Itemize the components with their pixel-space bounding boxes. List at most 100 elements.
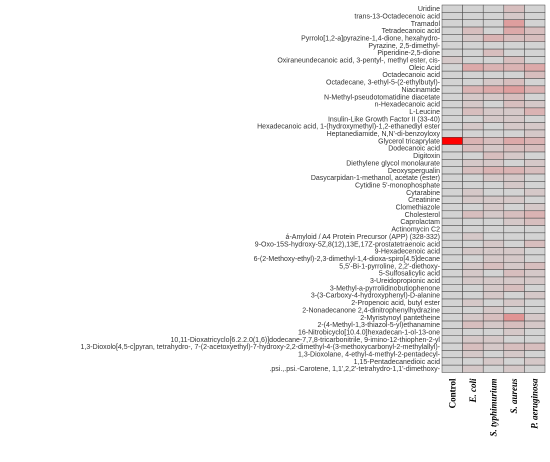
heatmap-cell xyxy=(482,313,505,322)
heatmap-cell xyxy=(441,19,463,28)
heatmap-cell xyxy=(441,48,463,57)
heatmap-cell xyxy=(441,306,463,314)
heatmap-cell xyxy=(441,203,463,212)
heatmap-cell xyxy=(462,144,484,153)
heatmap-cell xyxy=(482,195,505,204)
heatmap-cell xyxy=(524,100,546,109)
heatmap-cell xyxy=(441,26,463,35)
row-label: Deoxyspergualin xyxy=(388,168,440,175)
heatmap-cell xyxy=(462,70,484,79)
heatmap-cell xyxy=(503,254,525,263)
heatmap-cell xyxy=(462,350,484,359)
heatmap-cell xyxy=(524,181,546,189)
heatmap-cell xyxy=(503,92,525,101)
heatmap-cell xyxy=(462,269,484,278)
heatmap-cell xyxy=(503,144,525,153)
heatmap-cell xyxy=(462,284,484,292)
heatmap-cell xyxy=(503,63,525,72)
row-label: á-Amyloid / A4 Protein Precursor (APP) (… xyxy=(286,234,440,241)
heatmap-cell xyxy=(441,210,463,219)
heatmap-cell xyxy=(482,144,505,153)
heatmap-cell xyxy=(524,298,546,307)
heatmap-cell xyxy=(462,335,484,344)
heatmap-cell xyxy=(524,48,546,57)
heatmap-cell xyxy=(503,181,525,189)
heatmap-cell xyxy=(503,291,525,300)
heatmap-cell xyxy=(441,4,463,13)
heatmap-cell xyxy=(441,217,463,226)
heatmap-cell xyxy=(503,115,525,123)
heatmap-cell xyxy=(441,173,463,182)
heatmap-cell xyxy=(482,4,505,13)
heatmap-cell xyxy=(482,239,505,248)
heatmap-cell xyxy=(441,225,463,234)
heatmap-cell xyxy=(441,239,463,248)
row-label: 6-(2-Methoxy-ethyl)-2,3-dimethyl-1,4-dio… xyxy=(254,256,440,263)
heatmap-cell xyxy=(503,239,525,248)
heatmap-cell xyxy=(482,203,505,212)
heatmap-cell xyxy=(482,357,505,366)
heatmap-cell xyxy=(482,350,505,359)
heatmap-cell xyxy=(462,159,484,167)
row-label: 2-Nonadecanone 2,4-dinitrophenylhydrazin… xyxy=(302,307,440,314)
heatmap-cell xyxy=(524,159,546,167)
heatmap-cell xyxy=(503,26,525,35)
heatmap-cell xyxy=(441,262,463,270)
heatmap-cell xyxy=(462,262,484,270)
heatmap-cell xyxy=(524,78,546,87)
heatmap-cell xyxy=(524,203,546,212)
heatmap-cell xyxy=(462,85,484,94)
heatmap-cell xyxy=(482,276,505,285)
heatmap-cell xyxy=(462,298,484,307)
heatmap-cell xyxy=(503,306,525,314)
heatmap-cell xyxy=(524,291,546,300)
row-label: Cytarabine xyxy=(406,190,440,197)
heatmap-cell xyxy=(482,269,505,278)
heatmap-cell xyxy=(482,19,505,28)
heatmap-cell xyxy=(503,269,525,278)
heatmap-cell xyxy=(482,115,505,123)
heatmap-cell xyxy=(482,26,505,35)
row-label: 5-Sulfosalicylic acid xyxy=(379,271,440,278)
row-label: Clomethiazole xyxy=(396,205,440,212)
heatmap-cell xyxy=(482,364,505,373)
heatmap-cell xyxy=(524,188,546,197)
row-label: Octadecane, 3-ethyl-5-(2-ethylbutyl)- xyxy=(326,80,441,87)
heatmap-cell xyxy=(441,56,463,65)
row-label: 3-(3-Carboxy-4-hydroxyphenyl)-D-alanine xyxy=(311,293,440,300)
heatmap-cell xyxy=(524,151,546,160)
heatmap-cell xyxy=(462,78,484,87)
heatmap-cell xyxy=(482,342,505,351)
heatmap-cell xyxy=(441,115,463,123)
heatmap-cell xyxy=(482,151,505,160)
heatmap-cell xyxy=(441,78,463,87)
heatmap-cell xyxy=(524,350,546,359)
heatmap-cell xyxy=(462,4,484,13)
heatmap-cell xyxy=(524,342,546,351)
heatmap-cell xyxy=(524,328,546,336)
heatmap-cell xyxy=(503,364,525,373)
heatmap-cell xyxy=(524,85,546,94)
heatmap-cell xyxy=(441,254,463,263)
heatmap-cell xyxy=(441,159,463,167)
row-label: 1,3-Dioxolo[4,5-c]pyran, tetrahydro-, 7-… xyxy=(81,344,441,351)
heatmap-cell xyxy=(482,291,505,300)
heatmap-cell xyxy=(482,137,505,145)
heatmap-cell xyxy=(524,320,546,329)
heatmap-cell xyxy=(524,107,546,116)
row-label: 1,3-Dioxolane, 4-ethyl-4-methyl-2-pentad… xyxy=(298,352,441,359)
heatmap-cell xyxy=(482,320,505,329)
column-labels: Control E. coli S. typhimurium S. aureus P. … xyxy=(447,378,539,437)
row-label: Creatinine xyxy=(408,197,440,204)
heatmap-cell xyxy=(503,151,525,160)
heatmap-cell xyxy=(524,306,546,314)
heatmap-cell xyxy=(503,12,525,20)
heatmap-cell xyxy=(462,342,484,351)
heatmap-cell xyxy=(524,247,546,256)
heatmap-cell xyxy=(441,144,463,153)
heatmap-cell xyxy=(503,56,525,65)
heatmap-cell xyxy=(524,239,546,248)
heatmap-cell xyxy=(441,357,463,366)
heatmap-cell xyxy=(524,115,546,123)
row-label: Heptanediamide, N,N'-di-benzoyloxy xyxy=(327,131,441,138)
